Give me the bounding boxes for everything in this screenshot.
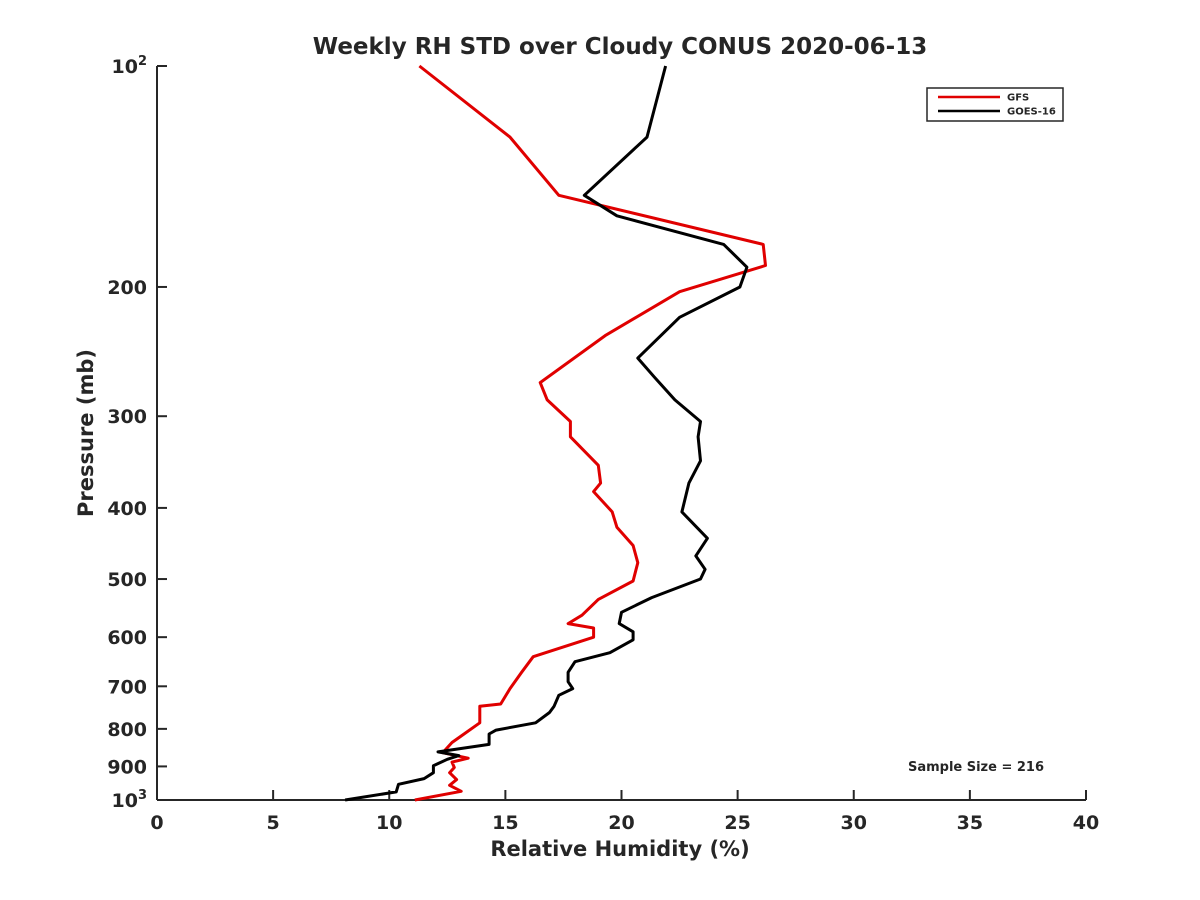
- legend-label: GFS: [1007, 93, 1029, 104]
- y-tick-label: 300: [107, 406, 147, 428]
- x-tick-label: 20: [608, 812, 634, 834]
- plot-area: 0 5 10 15 20 25 30 35 40 102 200 300 400 500 600 700 80…: [107, 54, 1099, 834]
- series-lines: [344, 64, 767, 802]
- legend-box: [926, 87, 1064, 122]
- x-tick-label: 5: [267, 812, 280, 834]
- x-tick-label: 10: [376, 812, 402, 834]
- x-tick-label: 25: [724, 812, 750, 834]
- x-tick-label: 15: [492, 812, 518, 834]
- x-ticks: 0 5 10 15 20 25 30 35 40: [150, 790, 1099, 834]
- chart-title: Weekly RH STD over Cloudy CONUS 2020-06-…: [313, 34, 927, 60]
- y-tick-label: 600: [107, 627, 147, 649]
- y-tick-label: 500: [107, 569, 147, 591]
- x-tick-label: 30: [841, 812, 867, 834]
- y-tick-label: 102: [112, 54, 148, 78]
- y-tick-label: 200: [107, 277, 147, 299]
- sample-size-annotation: Sample Size = 216: [908, 760, 1044, 775]
- series-line-goes-16: [344, 65, 749, 802]
- legend-label: GOES-16: [1007, 107, 1056, 118]
- y-axis-label: Pressure (mb): [74, 349, 98, 517]
- y-tick-label: 800: [107, 719, 147, 741]
- y-tick-label: 103: [112, 788, 148, 812]
- y-ticks: 102 200 300 400 500 600 700 800 900 103: [107, 54, 167, 812]
- x-axis-label: Relative Humidity (%): [490, 837, 749, 861]
- series-line-gfs: [414, 64, 767, 802]
- y-tick-label: 700: [107, 676, 147, 698]
- y-tick-label: 900: [107, 756, 147, 778]
- x-tick-label: 35: [957, 812, 983, 834]
- x-tick-label: 0: [150, 812, 163, 834]
- legend: GFS GOES-16: [926, 87, 1064, 122]
- x-tick-label: 40: [1073, 812, 1099, 834]
- y-tick-label: 400: [107, 498, 147, 520]
